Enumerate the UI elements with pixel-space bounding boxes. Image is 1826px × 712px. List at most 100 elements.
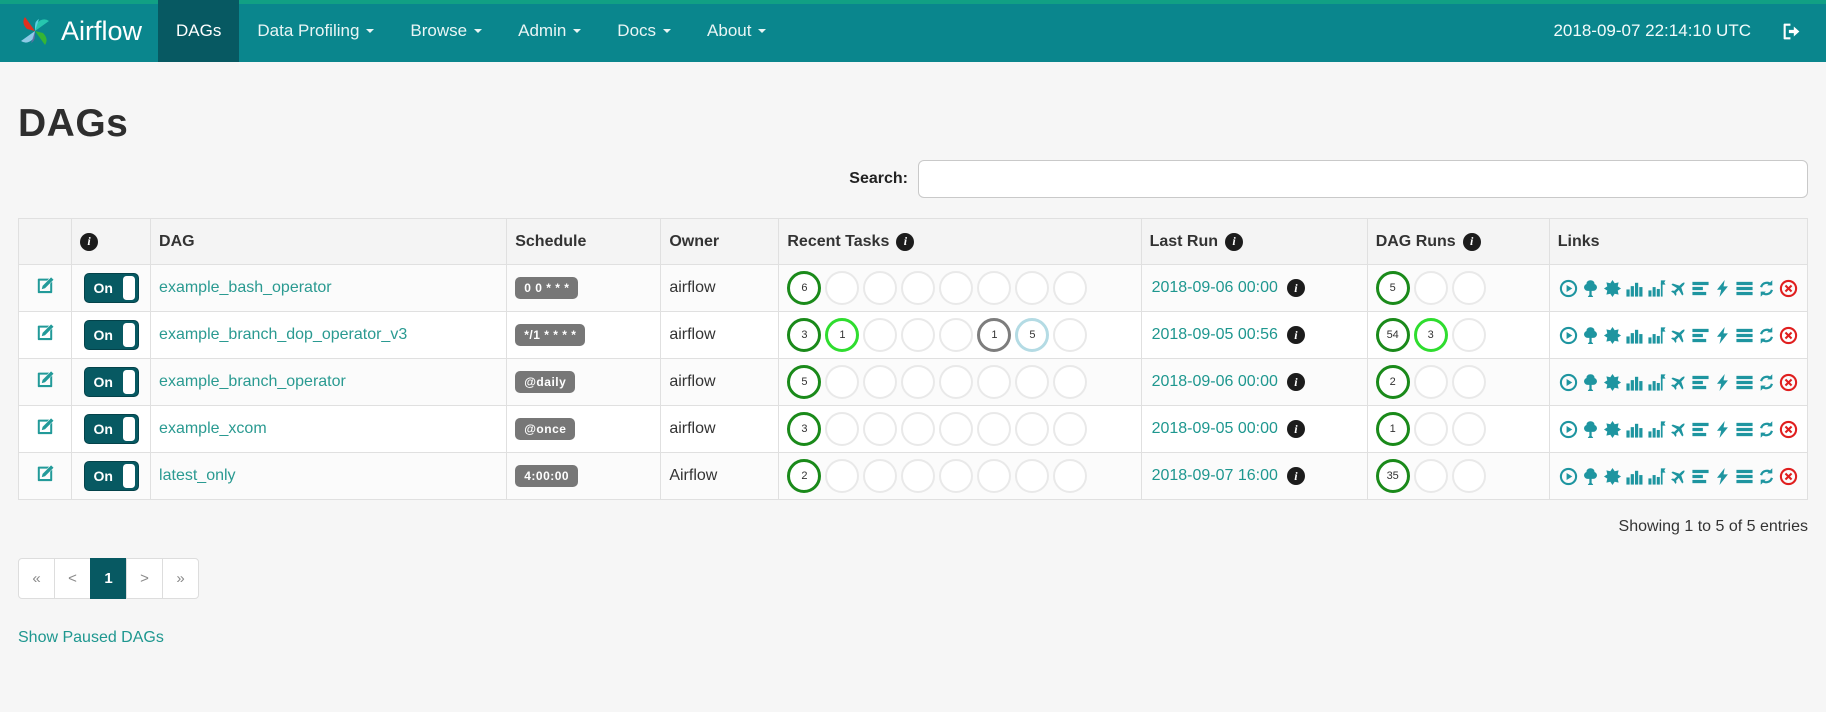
schedule-badge[interactable]: 0 0 * * *: [515, 277, 579, 299]
code-view-icon[interactable]: [1713, 279, 1732, 298]
edit-dag-icon[interactable]: [35, 370, 55, 390]
task-state-circle[interactable]: [1015, 412, 1050, 446]
task-state-circle[interactable]: [863, 412, 898, 446]
task-state-circle[interactable]: 5: [787, 365, 822, 399]
delete-dag-icon[interactable]: [1779, 420, 1798, 439]
refresh-icon[interactable]: [1757, 326, 1776, 345]
dag-run-circle[interactable]: [1451, 412, 1486, 446]
search-input[interactable]: [918, 160, 1808, 198]
task-state-circle[interactable]: [863, 365, 898, 399]
gantt-view-icon[interactable]: [1691, 467, 1710, 486]
dag-run-circle[interactable]: [1451, 271, 1486, 305]
task-duration-icon[interactable]: [1625, 467, 1644, 486]
task-state-circle[interactable]: [977, 412, 1012, 446]
dag-link[interactable]: example_xcom: [159, 420, 267, 437]
task-state-circle[interactable]: [977, 459, 1012, 493]
refresh-icon[interactable]: [1757, 420, 1776, 439]
task-state-circle[interactable]: [901, 271, 936, 305]
task-state-circle[interactable]: [901, 365, 936, 399]
task-tries-icon[interactable]: [1647, 279, 1666, 298]
gantt-view-icon[interactable]: [1691, 326, 1710, 345]
gantt-view-icon[interactable]: [1691, 373, 1710, 392]
last-run-link[interactable]: 2018-09-07 16:00: [1151, 467, 1278, 484]
task-state-circle[interactable]: [901, 412, 936, 446]
last-run-link[interactable]: 2018-09-05 00:56: [1151, 326, 1278, 343]
dag-pause-toggle[interactable]: On: [83, 367, 139, 397]
delete-dag-icon[interactable]: [1779, 326, 1798, 345]
trigger-dag-icon[interactable]: [1559, 467, 1578, 486]
task-state-circle[interactable]: 3: [787, 412, 822, 446]
task-state-circle[interactable]: [901, 459, 936, 493]
task-tries-icon[interactable]: [1647, 373, 1666, 392]
task-state-circle[interactable]: [977, 365, 1012, 399]
logs-icon[interactable]: [1735, 279, 1754, 298]
graph-view-icon[interactable]: [1603, 326, 1622, 345]
task-state-circle[interactable]: [863, 271, 898, 305]
task-state-circle[interactable]: 6: [787, 271, 822, 305]
task-state-circle[interactable]: [1053, 459, 1088, 493]
nav-item-about[interactable]: About: [689, 0, 784, 62]
nav-item-data-profiling[interactable]: Data Profiling: [239, 0, 392, 62]
code-view-icon[interactable]: [1713, 467, 1732, 486]
task-tries-icon[interactable]: [1647, 326, 1666, 345]
task-state-circle[interactable]: [1053, 318, 1088, 352]
dag-pause-toggle[interactable]: On: [83, 414, 139, 444]
trigger-dag-icon[interactable]: [1559, 373, 1578, 392]
task-duration-icon[interactable]: [1625, 373, 1644, 392]
task-duration-icon[interactable]: [1625, 279, 1644, 298]
edit-dag-icon[interactable]: [35, 464, 55, 484]
tree-view-icon[interactable]: [1581, 467, 1600, 486]
dag-run-circle[interactable]: 35: [1375, 459, 1410, 493]
task-state-circle[interactable]: [825, 459, 860, 493]
trigger-dag-icon[interactable]: [1559, 420, 1578, 439]
nav-item-browse[interactable]: Browse: [392, 0, 500, 62]
trigger-dag-icon[interactable]: [1559, 279, 1578, 298]
airflow-brand[interactable]: Airflow: [0, 0, 158, 62]
landing-times-icon[interactable]: [1669, 326, 1688, 345]
dag-link[interactable]: example_branch_operator: [159, 373, 346, 390]
gantt-view-icon[interactable]: [1691, 279, 1710, 298]
task-state-circle[interactable]: [825, 271, 860, 305]
task-duration-icon[interactable]: [1625, 326, 1644, 345]
header-owner[interactable]: Owner: [660, 218, 780, 265]
show-paused-dags-link[interactable]: Show Paused DAGs: [18, 629, 164, 646]
graph-view-icon[interactable]: [1603, 373, 1622, 392]
logs-icon[interactable]: [1735, 326, 1754, 345]
task-tries-icon[interactable]: [1647, 420, 1666, 439]
schedule-badge[interactable]: 4:00:00: [515, 465, 579, 487]
page-button--[interactable]: >: [126, 558, 163, 599]
dag-run-circle[interactable]: [1413, 271, 1448, 305]
task-state-circle[interactable]: [863, 318, 898, 352]
landing-times-icon[interactable]: [1669, 467, 1688, 486]
dag-run-circle[interactable]: 5: [1375, 271, 1410, 305]
tree-view-icon[interactable]: [1581, 420, 1600, 439]
tree-view-icon[interactable]: [1581, 326, 1600, 345]
logs-icon[interactable]: [1735, 373, 1754, 392]
task-state-circle[interactable]: 2: [787, 459, 822, 493]
task-state-circle[interactable]: [901, 318, 936, 352]
task-state-circle[interactable]: [825, 412, 860, 446]
refresh-icon[interactable]: [1757, 373, 1776, 392]
last-run-link[interactable]: 2018-09-06 00:00: [1151, 279, 1278, 296]
landing-times-icon[interactable]: [1669, 279, 1688, 298]
schedule-badge[interactable]: */1 * * * *: [515, 324, 586, 346]
dag-pause-toggle[interactable]: On: [83, 273, 139, 303]
page-button--[interactable]: «: [18, 558, 55, 599]
task-state-circle[interactable]: [939, 365, 974, 399]
dag-run-circle[interactable]: 54: [1375, 318, 1410, 352]
task-state-circle[interactable]: 1: [825, 318, 860, 352]
schedule-badge[interactable]: @once: [515, 418, 576, 440]
delete-dag-icon[interactable]: [1779, 279, 1798, 298]
delete-dag-icon[interactable]: [1779, 467, 1798, 486]
graph-view-icon[interactable]: [1603, 420, 1622, 439]
dag-pause-toggle[interactable]: On: [83, 461, 139, 491]
page-button--[interactable]: »: [162, 558, 199, 599]
dag-pause-toggle[interactable]: On: [83, 320, 139, 350]
edit-dag-icon[interactable]: [35, 276, 55, 296]
task-state-circle[interactable]: [1053, 271, 1088, 305]
trigger-dag-icon[interactable]: [1559, 326, 1578, 345]
header-schedule[interactable]: Schedule: [506, 218, 662, 265]
refresh-icon[interactable]: [1757, 279, 1776, 298]
dag-run-circle[interactable]: 2: [1375, 365, 1410, 399]
task-state-circle[interactable]: [939, 318, 974, 352]
